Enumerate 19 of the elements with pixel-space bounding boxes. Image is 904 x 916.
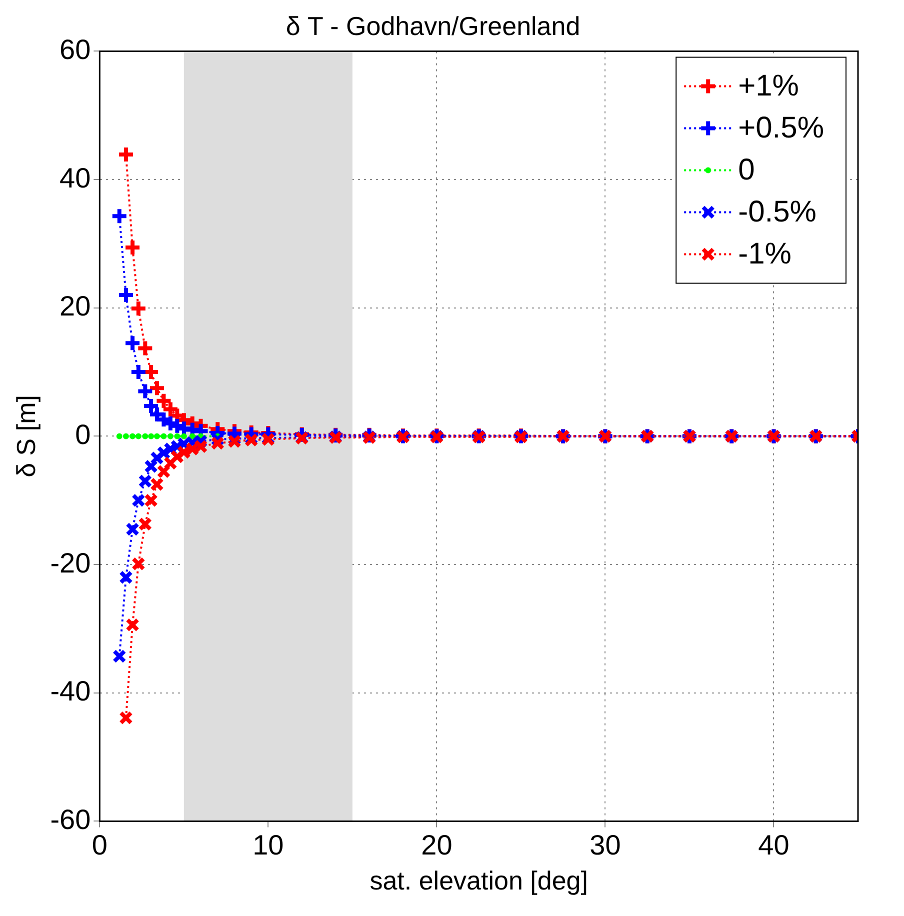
legend-label: -0.5%	[738, 195, 816, 228]
y-tick-label: -40	[50, 676, 91, 707]
legend-label: 0	[738, 153, 755, 186]
y-axis-title: δ S [m]	[10, 395, 41, 478]
x-tick-label: 20	[421, 830, 452, 861]
y-tick-label: 20	[60, 290, 91, 322]
x-tick-label: 30	[590, 830, 621, 861]
y-tick-label: 40	[60, 162, 91, 194]
x-tick-label: 40	[758, 830, 790, 861]
y-tick-label: 60	[60, 34, 91, 65]
x-tick-label: 10	[252, 830, 284, 861]
x-axis-title: sat. elevation [deg]	[370, 866, 588, 896]
chart-title: δ T - Godhavn/Greenland	[286, 10, 580, 41]
legend-label: -1%	[738, 237, 792, 270]
legend-label: +1%	[738, 69, 799, 102]
legend-label: +0.5%	[738, 111, 824, 144]
y-tick-label: 0	[75, 418, 91, 450]
y-tick-label: -20	[50, 547, 91, 578]
y-tick-label: -60	[50, 804, 91, 835]
